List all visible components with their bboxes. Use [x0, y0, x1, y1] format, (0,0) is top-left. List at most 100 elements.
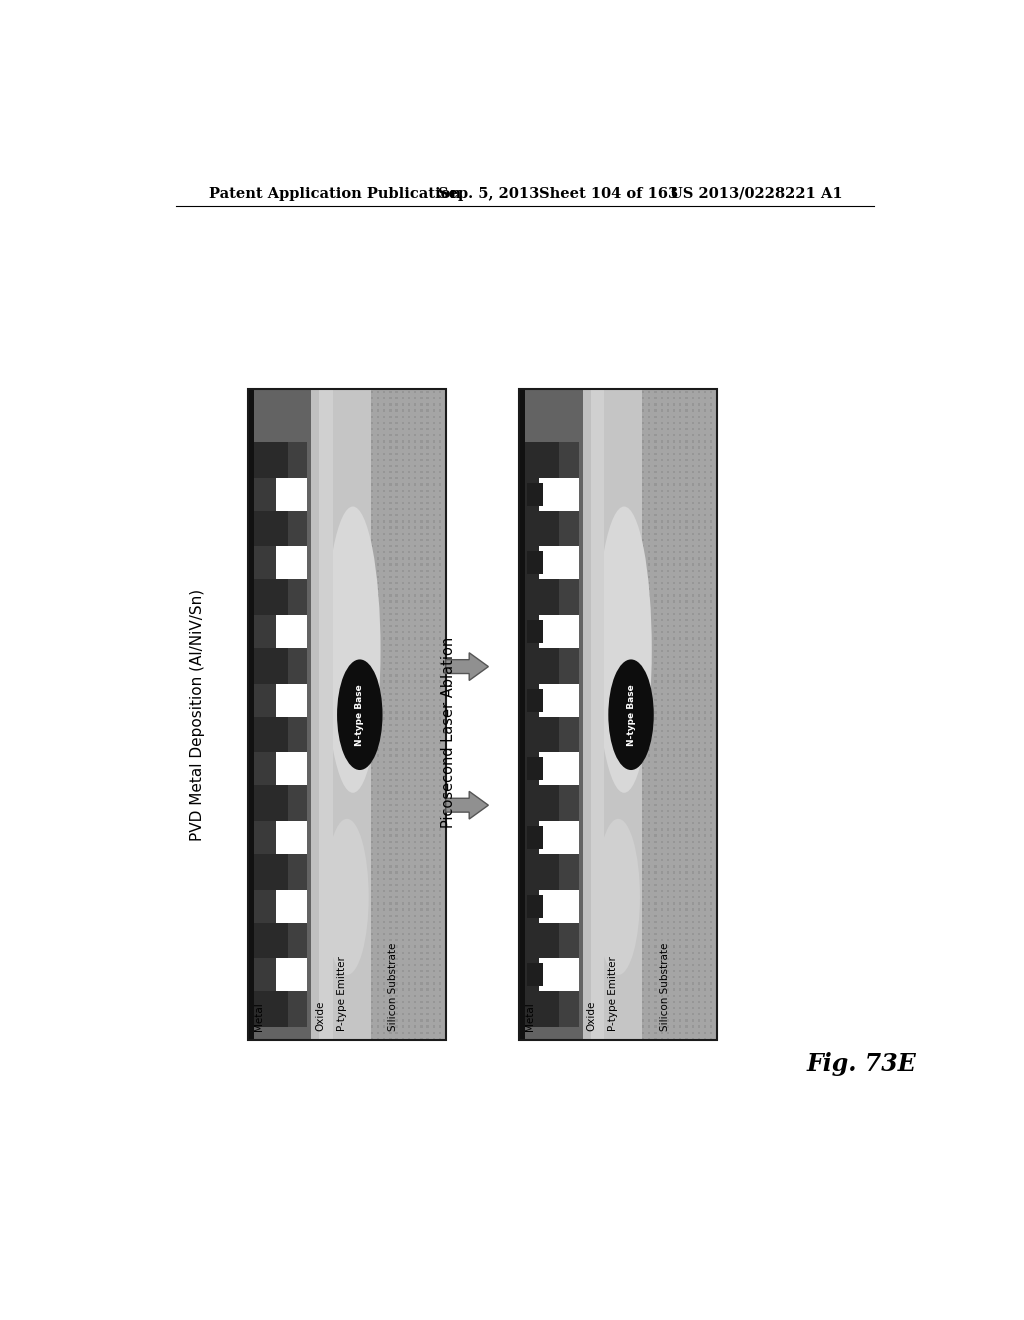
- Bar: [697, 705, 700, 708]
- Bar: [401, 527, 404, 529]
- Bar: [697, 1032, 700, 1034]
- Bar: [371, 748, 373, 751]
- Bar: [685, 804, 688, 807]
- Bar: [710, 644, 713, 645]
- Bar: [401, 940, 404, 941]
- Bar: [660, 478, 663, 479]
- Bar: [559, 923, 579, 958]
- Bar: [667, 1019, 669, 1022]
- Bar: [697, 576, 700, 578]
- Bar: [433, 552, 435, 553]
- Bar: [401, 933, 404, 936]
- Bar: [408, 459, 411, 461]
- Bar: [660, 834, 663, 837]
- Bar: [377, 908, 379, 911]
- Bar: [414, 829, 417, 830]
- Bar: [679, 668, 681, 671]
- Bar: [685, 945, 688, 948]
- Bar: [654, 693, 656, 696]
- Bar: [433, 589, 435, 590]
- Bar: [383, 822, 385, 825]
- Bar: [667, 995, 669, 997]
- Bar: [710, 903, 713, 904]
- Bar: [439, 834, 441, 837]
- Bar: [648, 601, 650, 603]
- Bar: [395, 453, 397, 455]
- Bar: [389, 686, 391, 689]
- Bar: [703, 866, 707, 867]
- Bar: [679, 1007, 681, 1010]
- Bar: [408, 730, 411, 733]
- Bar: [691, 737, 694, 738]
- Bar: [383, 700, 385, 701]
- Bar: [679, 638, 681, 640]
- Bar: [697, 668, 700, 671]
- Bar: [697, 859, 700, 862]
- Bar: [703, 631, 707, 634]
- Bar: [383, 878, 385, 880]
- Bar: [395, 391, 397, 393]
- Bar: [408, 810, 411, 812]
- Bar: [691, 921, 694, 923]
- Text: US 2013/0228221 A1: US 2013/0228221 A1: [671, 187, 843, 201]
- Bar: [389, 742, 391, 744]
- Bar: [401, 730, 404, 733]
- Bar: [389, 711, 391, 714]
- Bar: [433, 459, 435, 461]
- Bar: [673, 989, 675, 991]
- Bar: [648, 853, 650, 855]
- Bar: [642, 453, 644, 455]
- Bar: [679, 428, 681, 430]
- Bar: [703, 668, 707, 671]
- Bar: [408, 964, 411, 966]
- Bar: [697, 927, 700, 929]
- Bar: [710, 723, 713, 726]
- Bar: [426, 478, 429, 479]
- Bar: [389, 792, 391, 793]
- Bar: [648, 434, 650, 437]
- Bar: [389, 810, 391, 812]
- Bar: [660, 723, 663, 726]
- Bar: [648, 502, 650, 504]
- Bar: [685, 483, 688, 486]
- Bar: [642, 792, 644, 793]
- Bar: [408, 649, 411, 652]
- Bar: [414, 520, 417, 523]
- Bar: [648, 576, 650, 578]
- Bar: [697, 649, 700, 652]
- Bar: [401, 391, 404, 393]
- Bar: [648, 760, 650, 763]
- Bar: [408, 607, 411, 609]
- Bar: [685, 742, 688, 744]
- Bar: [654, 908, 656, 911]
- Bar: [371, 552, 373, 553]
- Bar: [648, 453, 650, 455]
- Bar: [377, 434, 379, 437]
- Bar: [685, 391, 688, 393]
- Bar: [673, 626, 675, 627]
- Bar: [401, 1032, 404, 1034]
- Bar: [691, 508, 694, 511]
- Bar: [439, 508, 441, 511]
- Bar: [673, 958, 675, 960]
- Bar: [691, 804, 694, 807]
- Bar: [685, 737, 688, 738]
- Bar: [248, 752, 275, 785]
- Bar: [401, 810, 404, 812]
- Bar: [660, 631, 663, 634]
- Bar: [697, 612, 700, 615]
- Bar: [654, 748, 656, 751]
- Bar: [383, 644, 385, 645]
- Bar: [395, 631, 397, 634]
- Bar: [433, 409, 435, 412]
- Bar: [642, 700, 644, 701]
- Bar: [710, 619, 713, 622]
- Bar: [395, 471, 397, 474]
- Bar: [383, 767, 385, 770]
- Bar: [667, 589, 669, 590]
- Bar: [673, 1014, 675, 1015]
- Bar: [426, 1019, 429, 1022]
- Bar: [660, 409, 663, 412]
- Bar: [420, 582, 423, 585]
- Bar: [697, 989, 700, 991]
